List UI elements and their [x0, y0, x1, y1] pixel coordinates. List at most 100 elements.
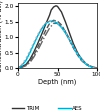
RBS (43g/l) [41, 42, 42, 43]
TRIM [37, 43, 38, 44]
Line: AES: AES [18, 21, 97, 68]
TRIM [21, 66, 23, 67]
Cum (Sim.) [69, 38, 70, 40]
Cum (Sim.) [25, 58, 26, 60]
AES [41, 28, 42, 29]
RBS (43g/l) [45, 34, 46, 36]
TRIM [85, 63, 86, 64]
Cum (Sim.) [49, 21, 50, 22]
SIMS [45, 30, 46, 31]
RBS (43g/l) [61, 26, 62, 27]
SIMS [57, 21, 58, 22]
Y-axis label: Concentration (% at.): Concentration (% at.) [0, 0, 3, 72]
TRIM [61, 11, 62, 13]
Line: RBS (43g/l): RBS (43g/l) [18, 23, 97, 68]
RBS (43g/l) [37, 50, 38, 51]
Legend: TRIM, SIMS, RBS (43g/l), AES, Cum (Sim.): TRIM, SIMS, RBS (43g/l), AES, Cum (Sim.) [11, 105, 100, 110]
RBS (43g/l) [96, 67, 98, 69]
SIMS [41, 38, 42, 39]
RBS (43g/l) [33, 56, 34, 58]
Cum (Sim.) [61, 26, 62, 28]
Cum (Sim.) [73, 46, 74, 47]
SIMS [88, 65, 90, 67]
RBS (43g/l) [85, 62, 86, 63]
SIMS [73, 47, 74, 49]
AES [96, 67, 98, 69]
Line: Cum (Sim.): Cum (Sim.) [18, 21, 97, 68]
SIMS [96, 67, 98, 69]
TRIM [53, 6, 54, 8]
TRIM [69, 32, 70, 33]
Cum (Sim.) [33, 42, 34, 44]
RBS (43g/l) [65, 31, 66, 32]
AES [73, 47, 74, 48]
Cum (Sim.) [53, 21, 54, 22]
AES [33, 43, 34, 45]
RBS (43g/l) [57, 23, 58, 24]
AES [49, 21, 50, 22]
AES [25, 60, 26, 61]
AES [57, 23, 58, 24]
RBS (43g/l) [92, 67, 94, 68]
SIMS [37, 47, 38, 48]
Line: TRIM: TRIM [18, 6, 97, 68]
TRIM [92, 67, 94, 68]
Cum (Sim.) [92, 67, 94, 68]
TRIM [33, 51, 34, 53]
SIMS [21, 66, 23, 68]
Line: SIMS: SIMS [18, 20, 97, 68]
RBS (43g/l) [21, 67, 23, 68]
TRIM [25, 64, 26, 65]
SIMS [53, 20, 54, 21]
SIMS [29, 61, 30, 62]
SIMS [33, 55, 34, 56]
AES [61, 27, 62, 28]
SIMS [49, 23, 50, 24]
Cum (Sim.) [17, 68, 19, 69]
RBS (43g/l) [73, 45, 74, 47]
AES [21, 64, 23, 66]
TRIM [81, 58, 82, 60]
Cum (Sim.) [45, 22, 46, 24]
TRIM [55, 5, 56, 6]
SIMS [92, 67, 94, 68]
Cum (Sim.) [57, 22, 58, 24]
Cum (Sim.) [96, 67, 98, 69]
Cum (Sim.) [81, 58, 82, 60]
RBS (43g/l) [53, 23, 54, 24]
RBS (43g/l) [88, 65, 90, 66]
TRIM [29, 59, 30, 60]
TRIM [65, 21, 66, 23]
AES [29, 52, 30, 53]
TRIM [73, 43, 74, 44]
TRIM [77, 51, 78, 53]
Cum (Sim.) [21, 64, 23, 65]
SIMS [61, 24, 62, 26]
X-axis label: Depth (nm): Depth (nm) [38, 79, 77, 85]
Cum (Sim.) [77, 53, 78, 54]
AES [17, 68, 19, 69]
TRIM [96, 67, 98, 69]
RBS (43g/l) [25, 65, 26, 66]
AES [88, 65, 90, 67]
RBS (43g/l) [29, 62, 30, 63]
Cum (Sim.) [65, 32, 66, 33]
Cum (Sim.) [29, 50, 30, 52]
AES [77, 53, 78, 55]
TRIM [41, 34, 42, 35]
Cum (Sim.) [37, 34, 38, 36]
SIMS [25, 64, 26, 66]
SIMS [69, 39, 70, 40]
TRIM [88, 65, 90, 66]
RBS (43g/l) [77, 52, 78, 53]
SIMS [77, 54, 78, 55]
SIMS [81, 60, 82, 61]
RBS (43g/l) [81, 58, 82, 59]
RBS (43g/l) [69, 38, 70, 39]
Cum (Sim.) [41, 27, 42, 29]
Cum (Sim.) [88, 65, 90, 66]
AES [65, 32, 66, 34]
AES [85, 63, 86, 64]
AES [69, 39, 70, 40]
AES [53, 21, 54, 22]
